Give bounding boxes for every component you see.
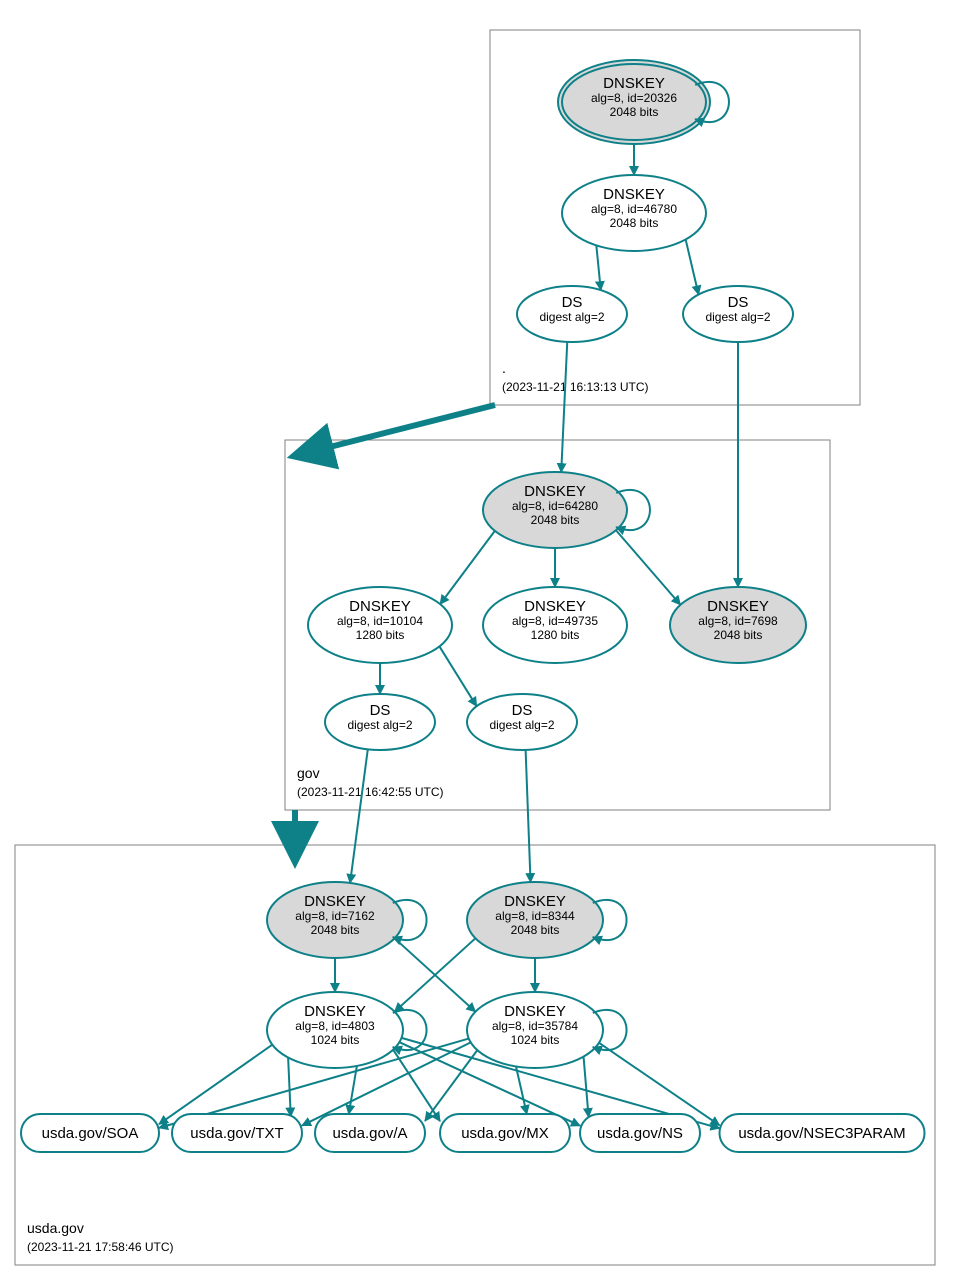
node-line3-usda_zsk1: 1024 bits [311, 1033, 360, 1047]
node-line2-gov_ksk: alg=8, id=64280 [512, 499, 598, 513]
node-title-root_zsk: DNSKEY [603, 186, 665, 203]
node-line3-usda_ksk1: 2048 bits [311, 923, 360, 937]
node-line2-gov_ds2: digest alg=2 [489, 718, 554, 732]
node-title-usda_zsk1: DNSKEY [304, 1003, 366, 1020]
edge-gov_ksk-gov_zsk1 [440, 531, 495, 604]
edge-gov_ds2-usda_ksk2 [526, 750, 531, 882]
node-line3-gov_zsk2: 1280 bits [531, 628, 580, 642]
node-line2-root_ksk: alg=8, id=20326 [591, 91, 677, 105]
edge-root_zsk-root_ds2 [686, 239, 699, 294]
dnssec-diagram: . (2023-11-21 16:13:13 UTC) gov (2023-11-21… [0, 0, 960, 1278]
zone-label-root: . [502, 360, 506, 376]
node-gov_zsk1: DNSKEYalg=8, id=101041280 bits [308, 587, 452, 663]
node-root_zsk: DNSKEYalg=8, id=467802048 bits [562, 175, 706, 251]
node-root_ds1: DSdigest alg=2 [517, 286, 627, 342]
edge-gov_ksk-gov_key3 [616, 530, 680, 605]
node-gov_ds2: DSdigest alg=2 [467, 694, 577, 750]
rr-label-rr_a: usda.gov/A [332, 1125, 407, 1142]
edge-root_ds1-gov_ksk [561, 342, 567, 472]
node-line2-usda_zsk1: alg=8, id=4803 [295, 1019, 375, 1033]
node-rr_ns: usda.gov/NS [580, 1114, 700, 1152]
node-line2-gov_key3: alg=8, id=7698 [698, 614, 778, 628]
node-rr_txt: usda.gov/TXT [172, 1114, 302, 1152]
node-line3-root_zsk: 2048 bits [610, 216, 659, 230]
edge-usda_zsk2-rr_n3p [599, 1043, 719, 1125]
edge-root_zsk-root_ds1 [596, 245, 600, 290]
edge-gov_zsk1-gov_ds2 [439, 646, 476, 706]
node-title-usda_ksk1: DNSKEY [304, 893, 366, 910]
rr-label-rr_soa: usda.gov/SOA [42, 1125, 139, 1142]
node-line2-gov_zsk2: alg=8, id=49735 [512, 614, 598, 628]
zone-timestamp-root: (2023-11-21 16:13:13 UTC) [502, 380, 649, 394]
node-gov_ds1: DSdigest alg=2 [325, 694, 435, 750]
rr-label-rr_n3p: usda.gov/NSEC3PARAM [738, 1125, 905, 1142]
node-line2-root_ds1: digest alg=2 [539, 310, 604, 324]
node-title-gov_ds1: DS [370, 702, 391, 719]
node-line2-root_zsk: alg=8, id=46780 [591, 202, 677, 216]
rr-label-rr_txt: usda.gov/TXT [190, 1125, 283, 1142]
node-title-gov_zsk2: DNSKEY [524, 598, 586, 615]
node-line2-usda_ksk1: alg=8, id=7162 [295, 909, 375, 923]
node-line2-root_ds2: digest alg=2 [705, 310, 770, 324]
node-usda_ksk2: DNSKEYalg=8, id=83442048 bits [467, 882, 627, 958]
node-rr_a: usda.gov/A [315, 1114, 425, 1152]
edge-gov_ds1-usda_ksk1 [350, 749, 368, 883]
delegation-arrow-root-gov [310, 405, 495, 452]
node-title-gov_zsk1: DNSKEY [349, 598, 411, 615]
node-gov_ksk: DNSKEYalg=8, id=642802048 bits [483, 472, 650, 548]
node-line3-gov_zsk1: 1280 bits [356, 628, 405, 642]
node-title-root_ksk: DNSKEY [603, 75, 665, 92]
zone-label-usdagov: usda.gov [27, 1220, 84, 1236]
zone-label-gov: gov [297, 765, 320, 781]
node-line2-usda_ksk2: alg=8, id=8344 [495, 909, 575, 923]
edge-usda_zsk2-rr_ns [584, 1057, 589, 1117]
node-title-gov_key3: DNSKEY [707, 598, 769, 615]
node-title-usda_zsk2: DNSKEY [504, 1003, 566, 1020]
node-line3-usda_ksk2: 2048 bits [511, 923, 560, 937]
node-gov_key3: DNSKEYalg=8, id=76982048 bits [670, 587, 806, 663]
node-line3-usda_zsk2: 1024 bits [511, 1033, 560, 1047]
node-title-gov_ds2: DS [512, 702, 533, 719]
node-rr_soa: usda.gov/SOA [21, 1114, 159, 1152]
zone-timestamp-usdagov: (2023-11-21 17:58:46 UTC) [27, 1240, 174, 1254]
node-root_ksk: DNSKEYalg=8, id=203262048 bits [558, 60, 729, 144]
node-line3-root_ksk: 2048 bits [610, 105, 659, 119]
node-line3-gov_key3: 2048 bits [714, 628, 763, 642]
node-title-gov_ksk: DNSKEY [524, 483, 586, 500]
edge-usda_zsk1-rr_txt [288, 1058, 291, 1117]
node-rr_mx: usda.gov/MX [440, 1114, 570, 1152]
node-title-usda_ksk2: DNSKEY [504, 893, 566, 910]
node-line2-gov_ds1: digest alg=2 [347, 718, 412, 732]
node-title-root_ds2: DS [728, 294, 749, 311]
rr-label-rr_ns: usda.gov/NS [597, 1125, 683, 1142]
node-usda_zsk2: DNSKEYalg=8, id=357841024 bits [467, 992, 627, 1068]
node-line3-gov_ksk: 2048 bits [531, 513, 580, 527]
node-gov_zsk2: DNSKEYalg=8, id=497351280 bits [483, 587, 627, 663]
node-root_ds2: DSdigest alg=2 [683, 286, 793, 342]
node-title-root_ds1: DS [562, 294, 583, 311]
node-line2-usda_zsk2: alg=8, id=35784 [492, 1019, 578, 1033]
node-rr_n3p: usda.gov/NSEC3PARAM [720, 1114, 925, 1152]
node-line2-gov_zsk1: alg=8, id=10104 [337, 614, 423, 628]
zone-timestamp-gov: (2023-11-21 16:42:55 UTC) [297, 785, 444, 799]
rr-label-rr_mx: usda.gov/MX [461, 1125, 549, 1142]
